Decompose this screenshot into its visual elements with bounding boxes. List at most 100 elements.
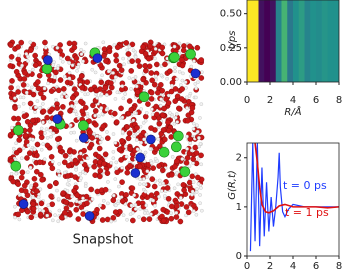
atom: [103, 58, 109, 64]
atom: [123, 192, 129, 198]
atom: [50, 159, 55, 164]
atom: [190, 202, 197, 209]
atom: [100, 73, 104, 78]
atom: [177, 218, 184, 225]
atom: [164, 185, 171, 191]
atom: [86, 92, 90, 96]
atom: [137, 215, 141, 219]
atom: [75, 68, 79, 73]
atom: [185, 147, 189, 151]
atom: [150, 107, 154, 112]
atom: [35, 99, 40, 103]
atom: [132, 134, 136, 138]
atom: [41, 102, 45, 106]
atom: [111, 150, 116, 154]
heatmap-cell: [316, 0, 323, 82]
atom: [116, 199, 121, 204]
atom: [134, 138, 139, 142]
atom: [88, 163, 92, 168]
x-axis-label: R/Å: [284, 105, 301, 118]
series-label: t = 0 ps: [283, 179, 327, 192]
atom: [59, 94, 64, 99]
atom: [114, 203, 118, 208]
atom: [179, 62, 186, 69]
atom: [160, 167, 166, 174]
atom: [16, 137, 23, 143]
atom: [32, 147, 37, 152]
atom: [76, 65, 81, 69]
atom: [183, 160, 190, 166]
atom: [68, 123, 73, 128]
atom: [69, 94, 76, 101]
atom: [172, 44, 177, 49]
atom: [189, 64, 194, 69]
atom: [74, 192, 81, 199]
y-tick-label: 2: [236, 153, 242, 164]
atom: [67, 108, 73, 114]
atom: [81, 147, 87, 154]
atom: [18, 174, 25, 181]
atom: [24, 155, 30, 161]
atom: [36, 195, 41, 200]
atom: [181, 71, 185, 76]
y-tick-label: 0.25: [220, 43, 242, 54]
atom: [24, 90, 29, 95]
atom: [142, 50, 149, 57]
atom: [68, 201, 74, 208]
atom: [145, 175, 149, 179]
ion: [169, 52, 180, 63]
atom: [92, 159, 99, 165]
atom: [120, 115, 125, 120]
atom: [170, 83, 174, 88]
atom: [18, 39, 25, 46]
atom: [56, 219, 60, 224]
atom: [81, 169, 85, 174]
atom: [181, 187, 187, 193]
atom: [189, 105, 196, 111]
atom: [67, 61, 72, 65]
atom: [91, 163, 97, 170]
atom: [70, 104, 74, 108]
atom: [93, 87, 100, 94]
atom: [15, 115, 22, 122]
atom: [139, 107, 144, 111]
atom: [99, 106, 103, 110]
atom: [168, 111, 172, 115]
atom: [114, 160, 119, 165]
atom: [69, 130, 73, 135]
atom: [137, 182, 142, 186]
atom: [170, 114, 174, 119]
atom: [67, 80, 74, 86]
atom: [114, 166, 118, 171]
atom: [196, 156, 201, 161]
atom: [188, 141, 193, 146]
atom: [178, 196, 183, 200]
atom: [78, 171, 83, 176]
atom: [98, 79, 105, 86]
atom: [145, 55, 152, 62]
atom: [28, 40, 33, 45]
atom: [20, 82, 27, 88]
atom: [118, 105, 124, 112]
atom: [195, 187, 199, 191]
x-tick-label: 2: [267, 261, 273, 270]
atom: [198, 116, 202, 120]
atom: [37, 159, 43, 166]
atom: [63, 199, 69, 205]
y-axis-label: t/ps: [227, 31, 238, 50]
atom: [16, 85, 20, 90]
heatmap-cell: [293, 0, 300, 82]
atom: [133, 207, 138, 211]
atom: [191, 180, 196, 184]
atom: [144, 203, 149, 208]
atom: [110, 215, 117, 221]
plot-area: [249, 142, 340, 252]
atom: [112, 43, 117, 47]
atom: [173, 158, 180, 165]
atom: [49, 165, 56, 172]
atom: [138, 177, 143, 181]
series-line: [249, 142, 339, 252]
atom: [46, 203, 51, 208]
atom: [10, 178, 16, 185]
atom: [148, 70, 155, 76]
